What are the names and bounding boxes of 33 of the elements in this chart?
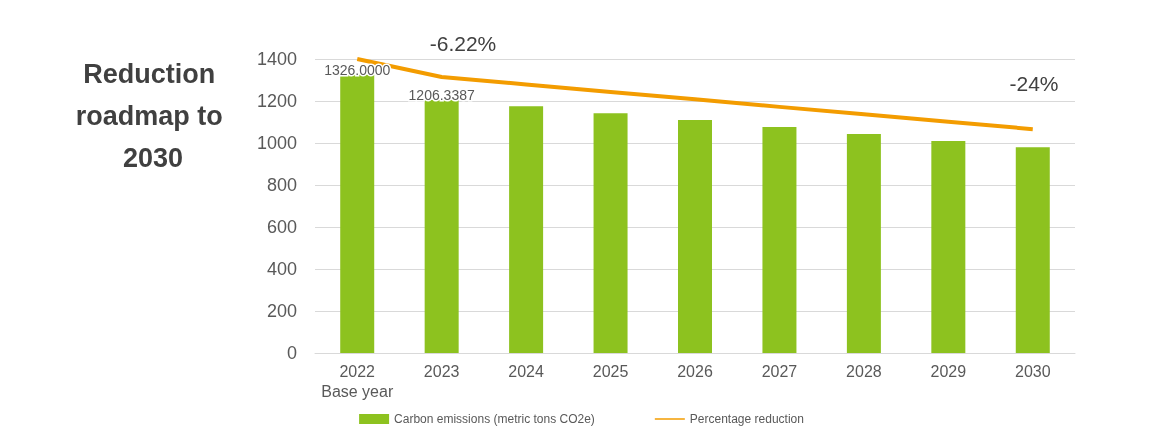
legend-label: Carbon emissions (metric tons CO2e)	[394, 412, 595, 426]
y-tick-label: 800	[266, 175, 297, 195]
data-label: 1206.3387	[408, 86, 475, 103]
x-tick-label: 2023	[423, 362, 460, 380]
bar	[340, 74, 375, 353]
y-tick-label: 200	[266, 301, 297, 321]
x-tick-label: 2029	[930, 362, 967, 380]
legend-label: Percentage reduction	[689, 412, 804, 426]
x-tick-label: 2028	[846, 362, 882, 380]
text: Reduction roadmap to 2030	[75, 59, 231, 173]
bar	[846, 133, 881, 353]
bar	[593, 113, 628, 353]
annotation: -24%	[1009, 72, 1059, 95]
data-label: 1326.0000	[324, 61, 391, 78]
y-tick-label: 1000	[256, 133, 297, 153]
x-tick-label: 2030	[1014, 362, 1051, 380]
y-tick-label: 400	[266, 259, 297, 279]
bar	[762, 127, 797, 353]
bar	[931, 140, 966, 353]
x-tick-label: 2027	[761, 362, 798, 380]
y-tick-label: 0	[286, 343, 297, 363]
x-tick-label: 2022 Base year	[321, 362, 394, 400]
x-tick-label: 2026	[677, 362, 713, 380]
bar	[678, 120, 712, 353]
text: -6.22%	[429, 32, 497, 55]
y-tick-label: 1400	[256, 49, 297, 69]
x-tick-label: 2024	[508, 362, 545, 380]
bar	[424, 99, 459, 353]
x-tick-label: 2025	[592, 362, 629, 380]
y-tick-label: 600	[266, 217, 297, 237]
y-tick-label: 1200	[256, 91, 297, 111]
bar	[509, 106, 544, 353]
bar	[1015, 147, 1050, 353]
